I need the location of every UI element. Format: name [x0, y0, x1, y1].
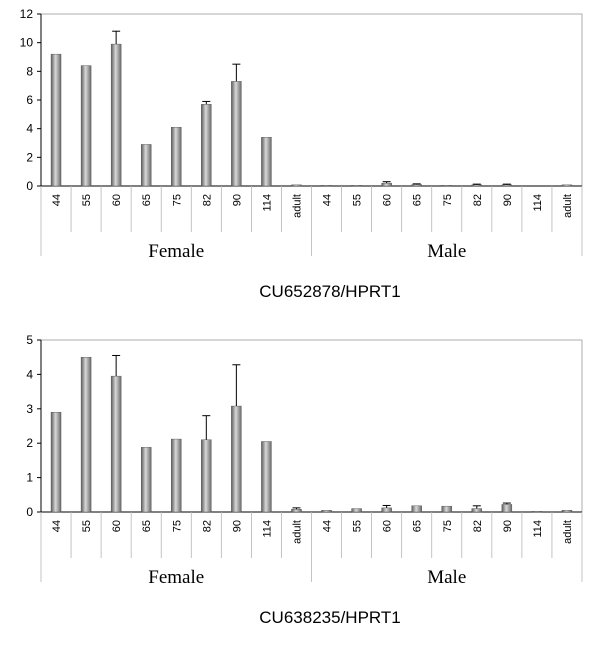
bar [80, 65, 92, 187]
category-label: 114 [261, 520, 273, 538]
bar [50, 412, 62, 513]
category-label: 60 [382, 194, 394, 206]
category-label: 75 [442, 194, 454, 206]
bar [351, 185, 362, 187]
bar [201, 439, 212, 513]
bar [261, 137, 272, 187]
bar [501, 504, 513, 513]
category-label: 114 [261, 194, 273, 212]
category-label: 44 [322, 194, 334, 206]
bar [171, 127, 182, 187]
category-label: 75 [171, 520, 183, 532]
y-tick-label: 4 [26, 367, 33, 381]
y-tick-label: 2 [26, 436, 33, 450]
y-tick-label: 0 [26, 179, 33, 193]
category-label: 82 [201, 194, 213, 206]
group-label: Female [148, 567, 204, 588]
category-label: 44 [322, 520, 334, 532]
bar [231, 81, 242, 187]
y-tick-label: 12 [20, 7, 34, 21]
bar [501, 184, 513, 187]
bar [561, 184, 573, 187]
category-label: 114 [532, 520, 544, 538]
bar [321, 185, 332, 187]
y-tick-label: 4 [26, 122, 33, 136]
bar [441, 505, 452, 513]
category-label: 55 [81, 520, 93, 532]
category-label: 90 [502, 520, 514, 532]
bar [441, 185, 452, 187]
bar [50, 53, 62, 187]
bar [291, 509, 302, 513]
category-label: 60 [111, 194, 123, 206]
category-label: adult [291, 194, 303, 218]
chart-title: CU638235/HPRT1 [259, 608, 400, 627]
bar [321, 510, 332, 513]
category-label: 44 [51, 194, 63, 206]
chart-top: 0 2 4 6 8 10 12 44 55 60 65 75 82 90 114 adult 44 55 60 65 7… [20, 7, 583, 301]
category-label: 60 [382, 520, 394, 532]
y-tick-label: 0 [26, 505, 33, 519]
category-label: 55 [352, 520, 364, 532]
category-label: 114 [532, 194, 544, 212]
y-tick-label: 5 [26, 333, 33, 347]
group-label: Male [427, 567, 466, 588]
category-label: 82 [472, 194, 484, 206]
bar [531, 511, 543, 513]
bar [291, 184, 302, 187]
bar [140, 144, 152, 187]
bar [231, 405, 242, 513]
category-label: 90 [231, 520, 243, 532]
bar [261, 441, 272, 513]
group-label: Male [427, 241, 466, 262]
plot-frame [40, 339, 583, 513]
bar [471, 184, 483, 187]
category-label: 65 [412, 520, 424, 532]
y-tick-label: 8 [26, 64, 33, 78]
category-label: 65 [141, 520, 153, 532]
bar [471, 508, 483, 513]
category-label: 65 [141, 194, 153, 206]
category-label: 90 [502, 194, 514, 206]
bar [381, 182, 392, 187]
group-label: Female [148, 241, 204, 262]
category-label: 90 [231, 194, 243, 206]
category-label: 55 [81, 194, 93, 206]
y-tick-label: 10 [20, 36, 34, 50]
bar [381, 507, 392, 513]
bar [411, 184, 422, 187]
category-label: 60 [111, 520, 123, 532]
category-label: 75 [442, 520, 454, 532]
category-label: 82 [472, 520, 484, 532]
bar [561, 510, 573, 513]
y-tick-label: 6 [26, 93, 33, 107]
category-label: adult [562, 194, 574, 218]
y-tick-label: 1 [26, 471, 33, 485]
chart-title: CU652878/HPRT1 [259, 282, 400, 301]
category-label: adult [291, 520, 303, 544]
bar [80, 357, 92, 513]
chart-bottom: 0 1 2 3 4 5 44 55 60 65 75 82 90 114 adult 44 55 60 65 75 82… [26, 333, 583, 627]
bar [140, 447, 152, 513]
category-label: adult [562, 520, 574, 544]
y-tick-label: 2 [26, 150, 33, 164]
bar [110, 375, 122, 513]
bar [201, 104, 212, 187]
category-label: 44 [51, 520, 63, 532]
category-label: 82 [201, 520, 213, 532]
bar [411, 505, 422, 513]
bar [110, 43, 122, 187]
category-label: 75 [171, 194, 183, 206]
bar [171, 438, 182, 513]
category-label: 55 [352, 194, 364, 206]
bar [351, 508, 362, 513]
category-label: 65 [412, 194, 424, 206]
y-tick-label: 3 [26, 402, 33, 416]
plot-frame [40, 13, 583, 187]
